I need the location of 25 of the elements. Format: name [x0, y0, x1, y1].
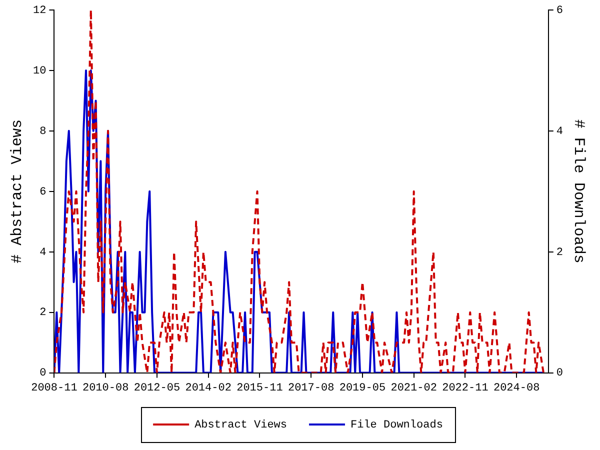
y2-tick-label: 6 [556, 4, 564, 17]
legend-label: File Downloads [350, 419, 443, 432]
y2-tick-label: 4 [556, 126, 564, 138]
y-tick-label: 2 [40, 307, 46, 320]
x-tick-label: 2022-11 [442, 382, 489, 394]
y-axis-title: # Abstract Views [8, 119, 26, 264]
x-tick-label: 2010-08 [82, 382, 129, 394]
x-tick-label: 2019-05 [339, 382, 386, 394]
y-tick-label: 0 [40, 368, 46, 380]
legend-label: Abstract Views [194, 419, 288, 432]
y2-axis-title: # File Downloads [570, 119, 588, 264]
y-tick-label: 10 [33, 65, 46, 78]
x-tick-label: 2014-02 [185, 382, 232, 394]
y-tick-label: 12 [33, 4, 46, 17]
x-tick-label: 2024-08 [493, 382, 540, 394]
x-tick-label: 2012-05 [134, 382, 180, 394]
x-tick-label: 2008-11 [31, 382, 78, 394]
x-tick-label: 2015-11 [236, 382, 284, 394]
y2-tick-label: 2 [556, 246, 564, 259]
y-tick-label: 4 [40, 246, 47, 259]
y-tick-label: 8 [40, 126, 46, 138]
x-tick-label: 2017-08 [288, 382, 334, 394]
y-tick-label: 6 [40, 186, 46, 198]
y2-tick-label: 0 [556, 368, 564, 380]
x-tick-label: 2021-02 [390, 382, 437, 394]
